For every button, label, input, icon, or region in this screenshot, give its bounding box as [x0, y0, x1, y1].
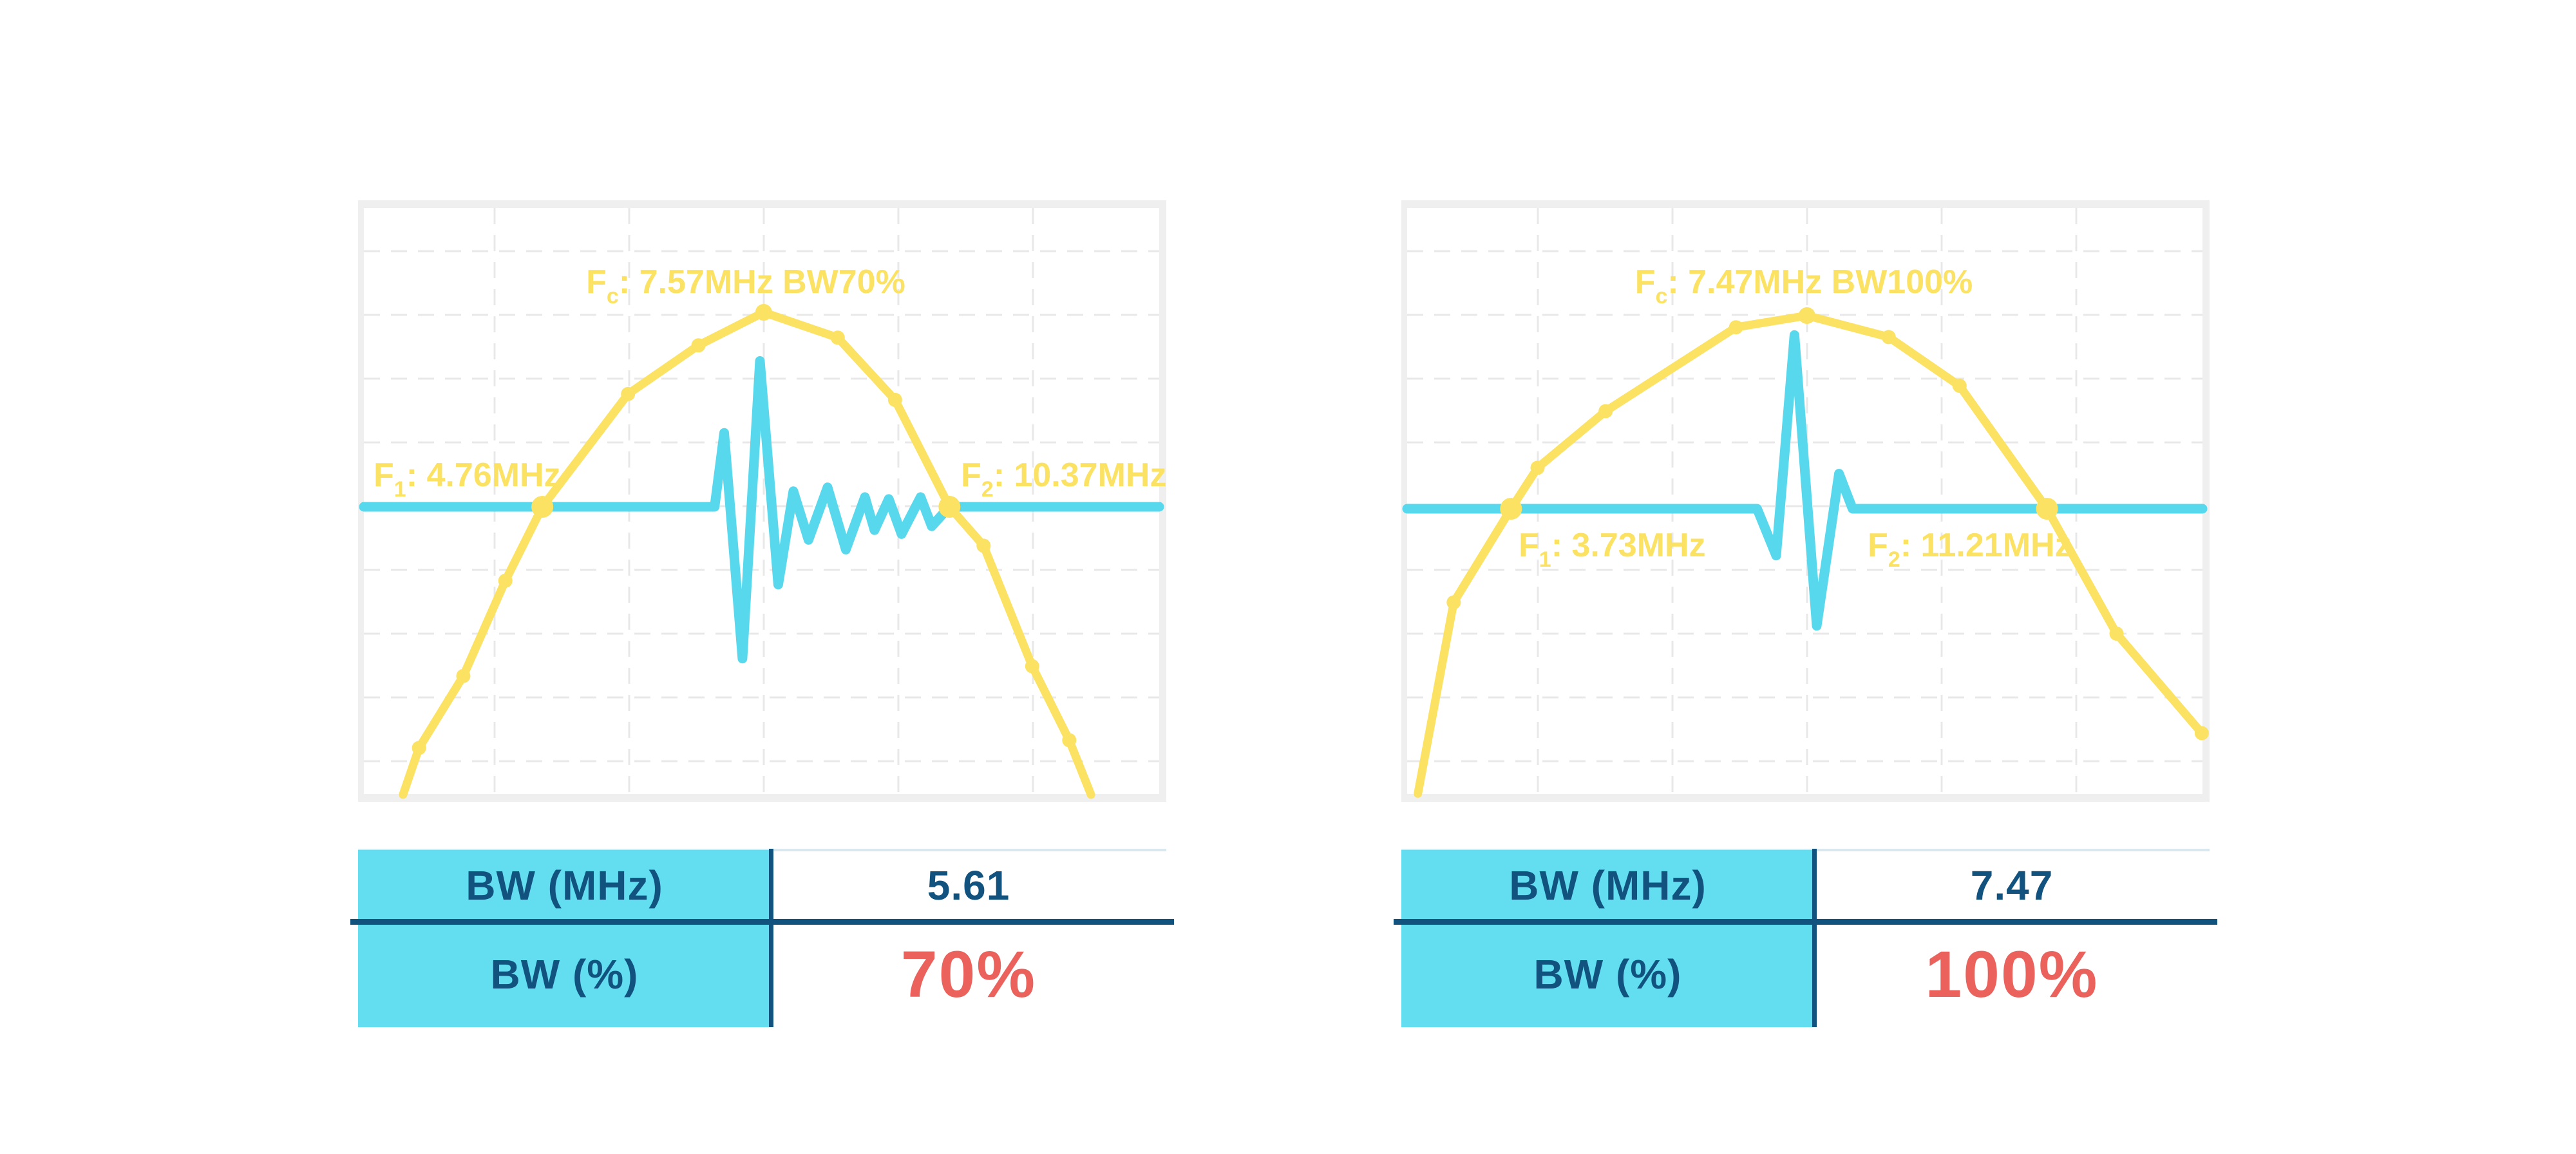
bw-pct-value: 100% — [1925, 937, 2099, 1011]
chart-bw100: Fc: 7.47MHz BW100% F1: 3.73MHz F2: 11.21MH… — [1401, 200, 2210, 802]
marker-dot — [1025, 659, 1039, 674]
table-column-divider — [1812, 849, 1817, 1027]
table-row: BW (MHz) 5.61 — [358, 849, 1166, 922]
marker-dot — [1952, 379, 1967, 393]
crossing-dot — [1500, 498, 1522, 520]
crossing-dot — [2036, 498, 2058, 520]
panel-bw100: Fc: 7.47MHz BW100% F1: 3.73MHz F2: 11.21MH… — [1394, 200, 2217, 1027]
chart-bw70: Fc: 7.57MHz BW70% F1: 4.76MHz F2: 10.37MHz — [358, 200, 1166, 802]
panel-bw70: Fc: 7.57MHz BW70% F1: 4.76MHz F2: 10.37MHz… — [350, 200, 1174, 1027]
bw-table-100: BW (MHz) 7.47 BW (%) 100% — [1394, 849, 2217, 1027]
table-label-column-bg — [1401, 850, 1814, 1027]
f2-annotation: F2: 11.21MHz — [1868, 527, 2072, 572]
bw-mhz-label: BW (MHz) — [1509, 862, 1707, 909]
pulse-waveform-line — [359, 356, 1164, 664]
marker-dot — [621, 386, 636, 401]
f2-annotation: F2: 10.37MHz — [961, 457, 1166, 502]
marker-dot — [1446, 595, 1461, 610]
bw-mhz-value: 5.61 — [927, 862, 1010, 909]
marker-dot — [1798, 307, 1815, 324]
crossing-dot — [938, 496, 961, 518]
bw-pct-label: BW (%) — [490, 951, 639, 998]
marker-dot — [2109, 626, 2124, 641]
marker-dot — [1062, 733, 1077, 748]
marker-dot — [498, 573, 513, 588]
bw-mhz-value: 7.47 — [1970, 862, 2054, 909]
marker-dot — [755, 304, 772, 321]
table-row: BW (%) 70% — [358, 922, 1166, 1027]
marker-dot — [976, 538, 991, 553]
marker-dot — [1530, 460, 1545, 475]
pulse-waveform-line — [1402, 330, 2208, 631]
bw-table-70: BW (MHz) 5.61 BW (%) 70% — [350, 849, 1174, 1027]
table-row: BW (MHz) 7.47 — [1401, 849, 2210, 922]
crossing-dot — [531, 496, 554, 518]
bw-pct-label: BW (%) — [1533, 951, 1682, 998]
marker-dot — [887, 392, 902, 407]
table-row-divider — [1394, 919, 2217, 925]
spectrum-markers — [412, 304, 1077, 755]
table-column-divider — [769, 849, 773, 1027]
marker-dot — [456, 668, 471, 683]
spectrum-markers — [1446, 307, 2209, 741]
fc-annotation: Fc: 7.57MHz BW70% — [586, 263, 905, 308]
marker-dot — [412, 741, 426, 755]
table-label-column-bg — [358, 850, 771, 1027]
f1-annotation: F1: 4.76MHz — [374, 457, 561, 502]
marker-dot — [1598, 404, 1613, 419]
bw-mhz-label: BW (MHz) — [466, 862, 663, 909]
bw-pct-value: 70% — [900, 937, 1037, 1011]
marker-dot — [830, 330, 845, 345]
fc-annotation: Fc: 7.47MHz BW100% — [1635, 263, 1973, 308]
table-row-divider — [350, 919, 1174, 925]
table-row: BW (%) 100% — [1401, 922, 2210, 1027]
marker-dot — [1881, 330, 1896, 345]
spectrum-line — [1414, 311, 2206, 798]
marker-dot — [1728, 320, 1743, 335]
f1-annotation: F1: 3.73MHz — [1519, 527, 1706, 572]
marker-dot — [2194, 726, 2209, 741]
marker-dot — [691, 338, 706, 353]
